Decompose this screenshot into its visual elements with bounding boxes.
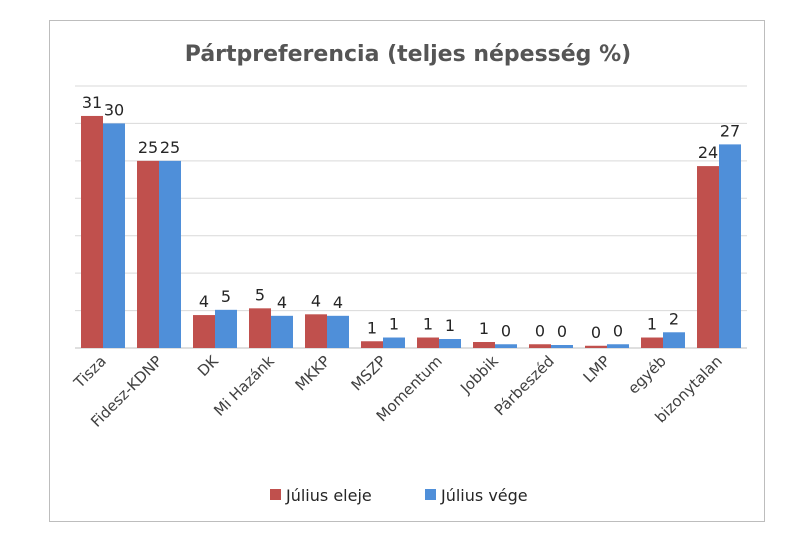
data-label: 4 (333, 293, 343, 312)
bar-julius-vege (159, 160, 181, 348)
legend-label-julius-eleje: Július eleje (285, 486, 372, 505)
category-label: Jobbik (456, 352, 502, 398)
category-label: LMP (580, 352, 614, 386)
chart-title: Pártpreferencia (teljes népesség %) (185, 42, 631, 67)
data-label: 1 (479, 319, 489, 338)
data-label: 24 (698, 143, 718, 162)
bar-julius-vege (551, 345, 573, 348)
bar-julius-eleje (641, 337, 663, 348)
legend: Július eleje Július vége (270, 486, 528, 505)
data-label: 4 (277, 293, 287, 312)
bar-julius-vege (271, 315, 293, 348)
data-label: 5 (255, 285, 265, 304)
data-label: 25 (138, 138, 158, 157)
bar-julius-vege (495, 344, 517, 348)
legend-swatch-julius-eleje (270, 489, 281, 500)
bar-julius-eleje (473, 342, 495, 348)
legend-label-julius-vege: Július vége (440, 486, 528, 505)
category-label: MKKP (292, 352, 334, 394)
data-label: 25 (160, 138, 180, 157)
data-label: 30 (104, 100, 124, 119)
legend-swatch-julius-vege (425, 489, 436, 500)
bar-julius-vege (383, 337, 405, 348)
bar-julius-eleje (81, 115, 103, 348)
bar-julius-eleje (529, 344, 551, 348)
bar-julius-eleje (585, 345, 607, 348)
data-label: 0 (557, 322, 567, 341)
data-label: 0 (591, 323, 601, 342)
bar-julius-eleje (697, 166, 719, 348)
category-label: DK (194, 351, 223, 380)
bar-julius-vege (607, 344, 629, 348)
bar-julius-vege (663, 332, 685, 348)
bar-julius-vege (439, 339, 461, 348)
data-label: 5 (221, 287, 231, 306)
data-label: 1 (367, 318, 377, 337)
category-label: Tisza (70, 352, 110, 392)
bar-julius-eleje (305, 314, 327, 348)
bar-julius-vege (103, 123, 125, 348)
data-label: 27 (720, 121, 740, 140)
bar-julius-eleje (137, 160, 159, 348)
data-label: 0 (535, 321, 545, 340)
category-label: egyéb (624, 352, 670, 398)
bar-julius-eleje (249, 308, 271, 348)
data-label: 31 (82, 93, 102, 112)
chart-frame: Pártpreferencia (teljes népesség %) 31 30… (49, 20, 765, 522)
category-label: Mi Hazánk (210, 352, 278, 420)
data-label: 1 (647, 315, 657, 334)
category-label: MSZP (348, 352, 390, 394)
data-label: 1 (423, 315, 433, 334)
bar-julius-eleje (417, 337, 439, 348)
bar-julius-vege (215, 309, 237, 348)
bar-chart: Pártpreferencia (teljes népesség %) 31 30… (70, 42, 747, 505)
gridlines (75, 85, 747, 349)
bar-julius-vege (327, 315, 349, 348)
data-label: 4 (199, 292, 209, 311)
bar-julius-vege (719, 144, 741, 348)
bar-julius-eleje (361, 341, 383, 348)
data-label: 0 (501, 321, 511, 340)
category-label: Párbeszéd (491, 352, 558, 419)
bar-julius-eleje (193, 315, 215, 348)
data-label: 0 (613, 321, 623, 340)
data-label: 1 (389, 315, 399, 334)
data-label: 4 (311, 291, 321, 310)
data-label: 1 (445, 316, 455, 335)
bars (81, 115, 741, 348)
data-label: 2 (669, 309, 679, 328)
